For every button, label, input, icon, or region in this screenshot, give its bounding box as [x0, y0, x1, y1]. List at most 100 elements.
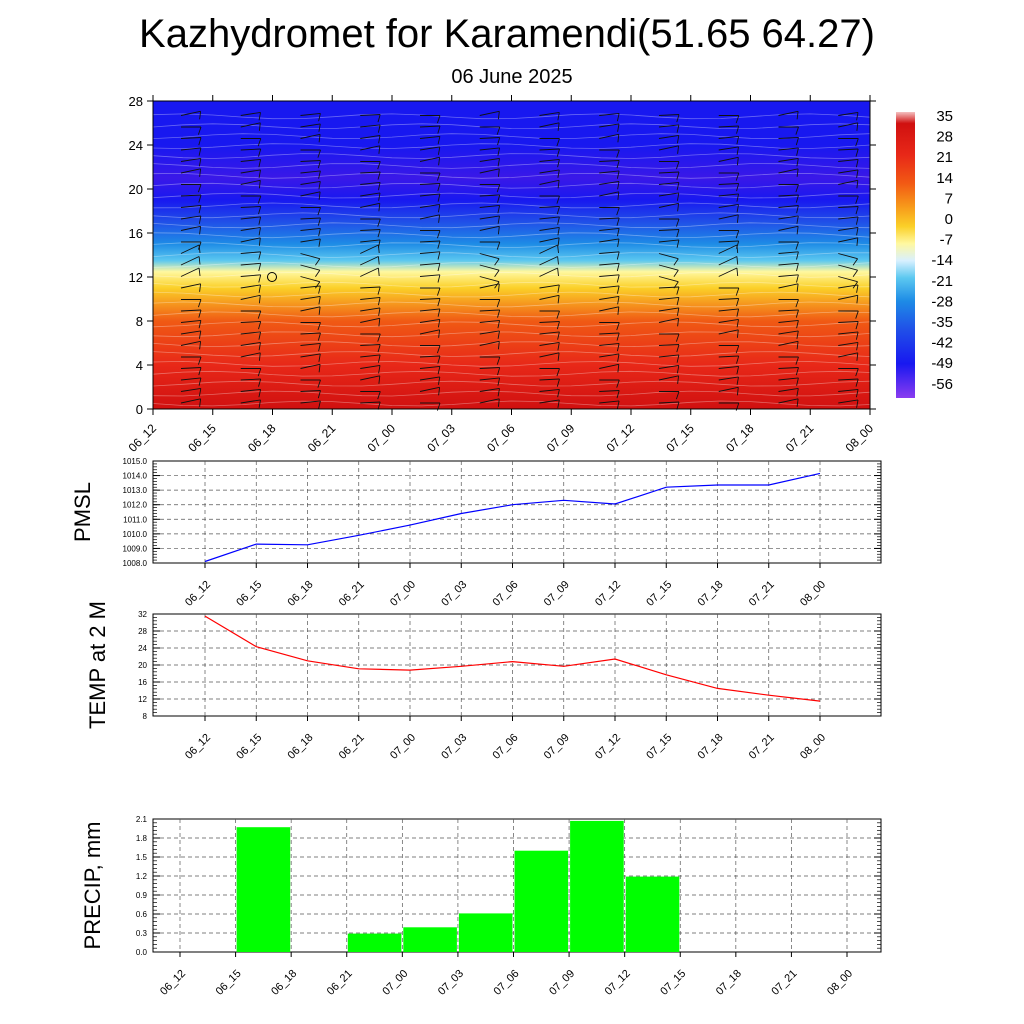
wind-barb: [240, 388, 261, 392]
wind-barb-feather: [497, 137, 501, 146]
wind-barb-feather: [496, 299, 501, 308]
x-tick-label: 07_00: [388, 579, 418, 609]
x-tick-label: 07_06: [484, 421, 518, 455]
wind-barb-feather: [852, 258, 858, 266]
y-tick-label: 0.0: [136, 948, 148, 957]
x-tick-label: 07_06: [491, 579, 521, 609]
wind-barb: [718, 365, 739, 369]
wind-barb-feather: [676, 307, 680, 316]
wind-barb: [599, 191, 619, 197]
wind-barb: [838, 169, 859, 174]
wind-barb-feather: [497, 367, 501, 376]
wind-barb-feather: [378, 318, 381, 327]
isotherm-line: [152, 242, 871, 249]
wind-barb: [718, 214, 739, 220]
wind-barb-feather: [437, 274, 441, 283]
wind-barb-feather: [856, 122, 859, 131]
y-tick-label: 0: [136, 402, 143, 417]
colorbar-label: 0: [945, 211, 953, 228]
wind-barb: [419, 365, 440, 369]
y-tick-label: 8: [136, 314, 143, 329]
wind-barb: [778, 340, 799, 346]
wind-barb-feather: [377, 171, 381, 180]
wind-barb: [599, 353, 620, 358]
wind-barb-feather: [856, 352, 859, 361]
wind-barb: [240, 169, 261, 174]
wind-barb-feather: [437, 136, 441, 145]
wind-barb-feather: [856, 169, 859, 178]
y-tick-label: 32: [138, 610, 147, 619]
wind-barb-feather: [197, 299, 202, 308]
wind-barb: [658, 239, 679, 243]
y-tick-label: 1.8: [136, 834, 148, 843]
wind-barb: [778, 283, 799, 289]
wind-barb: [718, 135, 739, 139]
wind-barb-feather: [673, 258, 679, 266]
wind-barb: [718, 183, 739, 185]
isotherm-line: [152, 113, 871, 120]
wind-barb-feather: [617, 191, 620, 200]
isotherm-line: [152, 133, 871, 140]
wind-barb-feather: [852, 281, 858, 289]
wind-barb-feather: [855, 378, 859, 387]
isotherm-line: [152, 370, 871, 377]
wind-barb-feather: [377, 229, 381, 238]
wind-barb: [539, 226, 560, 231]
wind-barb: [539, 237, 560, 243]
x-tick-label: 06_18: [286, 732, 316, 762]
wind-barb: [360, 256, 379, 266]
wind-barb: [240, 399, 261, 404]
wind-barb-feather: [317, 160, 321, 169]
wind-barb-feather: [677, 145, 680, 154]
wind-barb-feather: [855, 216, 859, 225]
wind-barb: [718, 193, 739, 197]
isotherm-line: [152, 351, 871, 357]
precip-panel: 2.1 1.8 1.5 1.2 0.9 0.6 0.3 0.0 06_12 06_15 06_18 0…: [80, 815, 882, 998]
wind-barb-feather: [315, 258, 321, 266]
wind-barb: [718, 318, 739, 323]
wind-barb: [838, 226, 859, 231]
wind-barb-feather: [436, 287, 441, 296]
wind-barb-feather: [378, 145, 381, 154]
wind-barb-feather: [199, 398, 202, 407]
wind-barb-feather: [616, 217, 620, 226]
colorbar-gradient-bar: [896, 112, 915, 398]
wind-barb-feather: [796, 398, 799, 407]
wind-barb-feather: [199, 168, 202, 177]
wind-barb-feather: [258, 206, 262, 215]
wind-barb: [180, 267, 200, 277]
plot-frame: [152, 460, 882, 564]
wind-barb: [479, 387, 500, 392]
chart-title: Kazhydromet for Karamendi(51.65 64.27): [139, 12, 875, 56]
wind-barb-feather: [675, 391, 680, 400]
wind-barb: [300, 123, 321, 128]
wind-barb: [718, 156, 739, 162]
wind-barb: [599, 342, 620, 346]
wind-barb: [180, 367, 202, 369]
wind-barb-feather: [855, 195, 859, 204]
wind-barb-feather: [257, 368, 262, 377]
wind-barb-feather: [795, 299, 799, 308]
wind-barb-feather: [676, 365, 680, 374]
wind-barb: [300, 332, 321, 335]
x-tick-label: 06_21: [337, 732, 367, 762]
wind-barb: [658, 401, 680, 404]
wind-barb-feather: [556, 368, 560, 377]
wind-barb-feather: [258, 342, 261, 351]
wind-barb-feather: [436, 230, 441, 239]
wind-barb: [300, 170, 321, 174]
wind-barb-feather: [497, 330, 500, 339]
wind-barb: [778, 367, 799, 369]
wind-barb: [718, 386, 739, 392]
wind-barb-feather: [258, 148, 262, 157]
wind-barb: [180, 168, 201, 174]
x-tick-label: 07_03: [424, 421, 458, 455]
wind-barb-feather: [198, 388, 202, 397]
wind-barb: [479, 283, 500, 289]
wind-barb-feather: [378, 307, 381, 316]
isotherm-line: [152, 123, 871, 130]
wind-barb: [479, 204, 500, 208]
wind-barb: [479, 215, 500, 220]
wind-barb-feather: [198, 215, 202, 224]
isotherm-line: [152, 341, 871, 348]
